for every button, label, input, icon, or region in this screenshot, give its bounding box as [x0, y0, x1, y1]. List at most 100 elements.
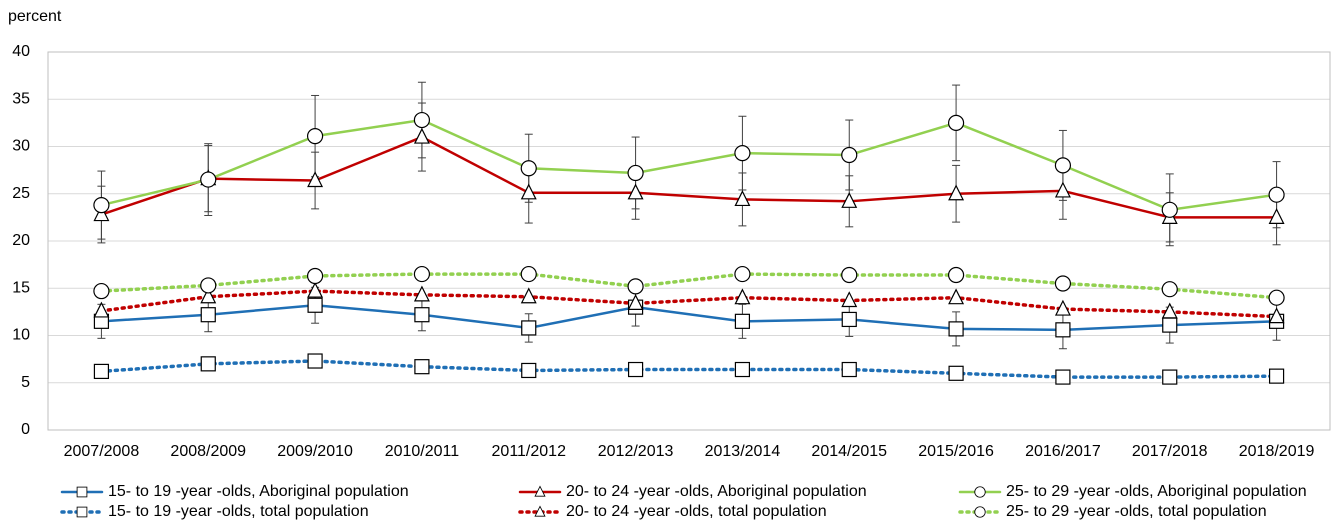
marker [841, 361, 857, 378]
x-tick-label: 2010/2011 [385, 443, 460, 460]
marker [1161, 302, 1178, 319]
marker [200, 307, 216, 323]
y-tick-label: 25 [12, 185, 30, 202]
marker [1268, 368, 1285, 384]
y-tick-label: 35 [12, 90, 30, 107]
marker [1054, 181, 1071, 198]
marker [93, 282, 110, 300]
marker [1054, 275, 1072, 292]
y-tick-label: 10 [12, 327, 30, 344]
marker [307, 171, 324, 188]
x-tick-label: 2017/2018 [1132, 443, 1208, 460]
marker [734, 288, 751, 305]
marker [307, 353, 323, 369]
marker [1268, 289, 1285, 306]
marker [93, 205, 110, 222]
legend-item: 15- to 19 -year -olds, Aboriginal popula… [60, 483, 409, 500]
marker [974, 506, 986, 518]
y-tick-label: 15 [12, 279, 30, 296]
x-tick-label: 2016/2017 [1025, 443, 1101, 460]
legend-item: 25- to 29 -year -olds, Aboriginal popula… [958, 483, 1307, 500]
marker [1268, 208, 1285, 224]
series-line [100, 304, 1278, 332]
x-tick-label: 2015/2016 [918, 443, 994, 460]
legend-item: 20- to 24 -year -olds, total population [518, 503, 827, 520]
marker [627, 183, 644, 200]
x-tick-label: 2014/2015 [811, 443, 887, 460]
series-line [100, 118, 1278, 212]
x-tick-label: 2018/2019 [1239, 443, 1315, 460]
series-line [99, 289, 1279, 319]
marker [1268, 307, 1285, 324]
marker [734, 361, 751, 378]
y-tick-label: 5 [21, 374, 30, 391]
marker [1054, 299, 1071, 316]
marker [947, 266, 965, 284]
marker [200, 277, 217, 294]
x-tick-label: 2009/2010 [277, 443, 353, 460]
marker [413, 111, 431, 129]
marker [948, 365, 964, 381]
marker [534, 505, 546, 517]
marker [1162, 317, 1178, 333]
series-line [99, 272, 1279, 300]
x-tick-label: 2013/2014 [705, 443, 781, 460]
marker [627, 361, 644, 378]
x-tick-label: 2007/2008 [64, 443, 140, 460]
marker [200, 356, 216, 372]
marker [948, 288, 965, 305]
legend-label: 20- to 24 -year -olds, total population [566, 503, 827, 520]
x-tick-label: 2011/2012 [492, 443, 567, 460]
legend-item: 15- to 19 -year -olds, total population [60, 503, 369, 520]
marker [414, 307, 430, 323]
marker [1161, 281, 1178, 298]
marker [520, 183, 537, 200]
marker [1055, 369, 1071, 385]
marker [734, 145, 751, 162]
marker [413, 265, 431, 283]
marker [76, 506, 88, 518]
marker [974, 486, 986, 498]
marker [627, 278, 644, 295]
marker [306, 267, 324, 285]
marker [534, 485, 546, 497]
marker [947, 114, 965, 131]
x-tick-label: 2008/2009 [170, 443, 246, 460]
marker [734, 190, 751, 207]
series-line [99, 359, 1279, 379]
marker [520, 287, 537, 304]
plot-frame [47, 51, 1331, 431]
marker [413, 285, 430, 302]
legend-item: 20- to 24 -year -olds, Aboriginal popula… [518, 483, 867, 500]
marker [520, 160, 537, 177]
x-tick-label: 2012/2013 [598, 443, 674, 460]
marker [76, 486, 88, 498]
marker [1161, 201, 1178, 218]
legend-label: 15- to 19 -year -olds, Aboriginal popula… [108, 483, 409, 500]
marker [307, 281, 324, 298]
marker [520, 265, 537, 283]
marker [734, 313, 751, 329]
marker [734, 265, 751, 283]
marker [1054, 157, 1072, 174]
marker [1268, 186, 1285, 203]
legend-label: 25- to 29 -year -olds, total population [1006, 503, 1267, 520]
marker [93, 196, 110, 214]
marker [841, 191, 858, 208]
marker [841, 266, 858, 284]
marker [200, 171, 217, 188]
marker [414, 359, 430, 375]
marker [841, 291, 858, 308]
marker [521, 320, 537, 336]
series-line [100, 135, 1278, 219]
legend-label: 25- to 29 -year -olds, Aboriginal popula… [1006, 483, 1307, 500]
marker [93, 301, 110, 318]
marker [841, 146, 858, 164]
y-tick-label: 0 [21, 421, 30, 438]
y-axis-label: percent [8, 8, 62, 25]
legend-item: 25- to 29 -year -olds, total population [958, 503, 1267, 520]
marker [306, 128, 324, 145]
legend-label: 15- to 19 -year -olds, total population [108, 503, 369, 520]
